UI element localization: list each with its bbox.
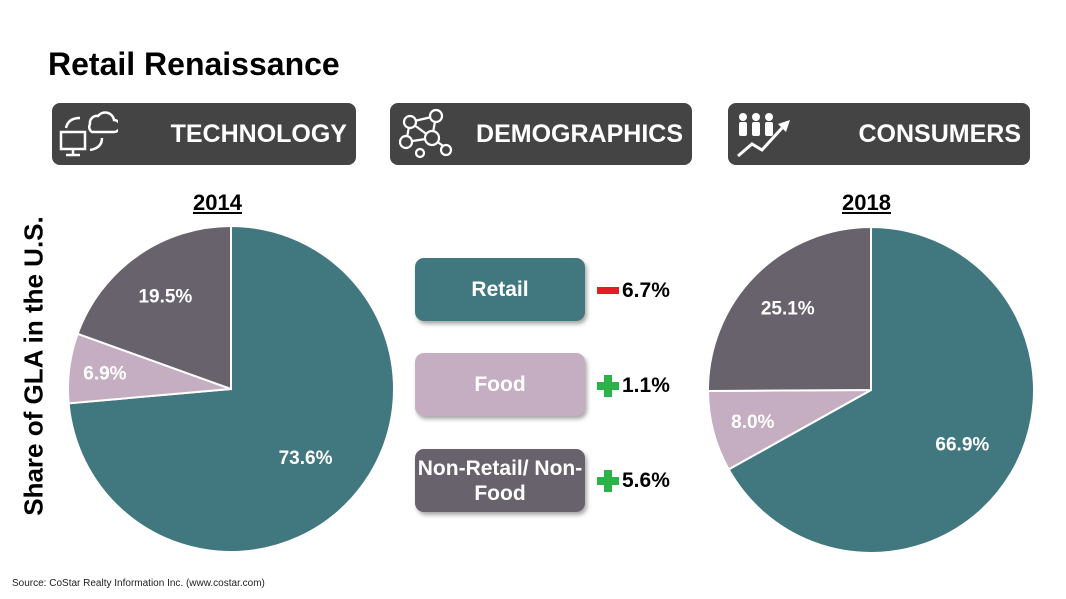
change-food-value: 1.1% xyxy=(622,374,670,397)
pie-data-label: 73.6% xyxy=(279,448,333,469)
change-retail-value: 6.7% xyxy=(622,279,670,302)
change-non-retail: 5.6% xyxy=(597,469,670,493)
source-note: Source: CoStar Realty Information Inc. (… xyxy=(12,578,265,589)
cloud-computer-icon xyxy=(59,111,118,157)
legend-non-retail-non-food: Non-Retail/ Non-Food xyxy=(415,449,585,512)
pie-data-label: 25.1% xyxy=(761,298,815,319)
pie-slice-retail xyxy=(727,225,1035,554)
minus-icon xyxy=(597,280,619,302)
pie-data-label: 66.9% xyxy=(935,435,989,456)
technology-label: TECHNOLOGY xyxy=(170,120,347,148)
pie-data-label: 6.9% xyxy=(83,364,126,385)
technology-banner: TECHNOLOGY xyxy=(52,103,356,165)
pie-data-label: 8.0% xyxy=(731,412,774,433)
pie-2018-title: 2018 xyxy=(842,190,891,215)
change-food: 1.1% xyxy=(597,374,670,398)
demographics-label: DEMOGRAPHICS xyxy=(476,120,683,148)
pie-slice-non-retail-non-food xyxy=(76,224,232,391)
consumers-banner: CONSUMERS xyxy=(728,103,1030,165)
pie-data-label: 19.5% xyxy=(138,287,192,308)
people-growth-arrow-icon xyxy=(737,113,790,158)
page-title: Retail Renaissance xyxy=(48,46,340,82)
demographics-banner: DEMOGRAPHICS xyxy=(390,103,692,165)
plus-icon xyxy=(597,375,619,397)
legend-food: Food xyxy=(415,353,585,416)
plus-icon xyxy=(597,470,619,492)
people-network-icon xyxy=(398,108,453,159)
legend-retail: Retail xyxy=(415,258,585,321)
change-retail: 6.7% xyxy=(597,279,670,303)
pie-2014-title: 2014 xyxy=(193,190,242,215)
consumers-label: CONSUMERS xyxy=(858,120,1021,148)
change-non-retail-value: 5.6% xyxy=(622,469,670,492)
pie-slice-non-retail-non-food xyxy=(707,225,872,393)
